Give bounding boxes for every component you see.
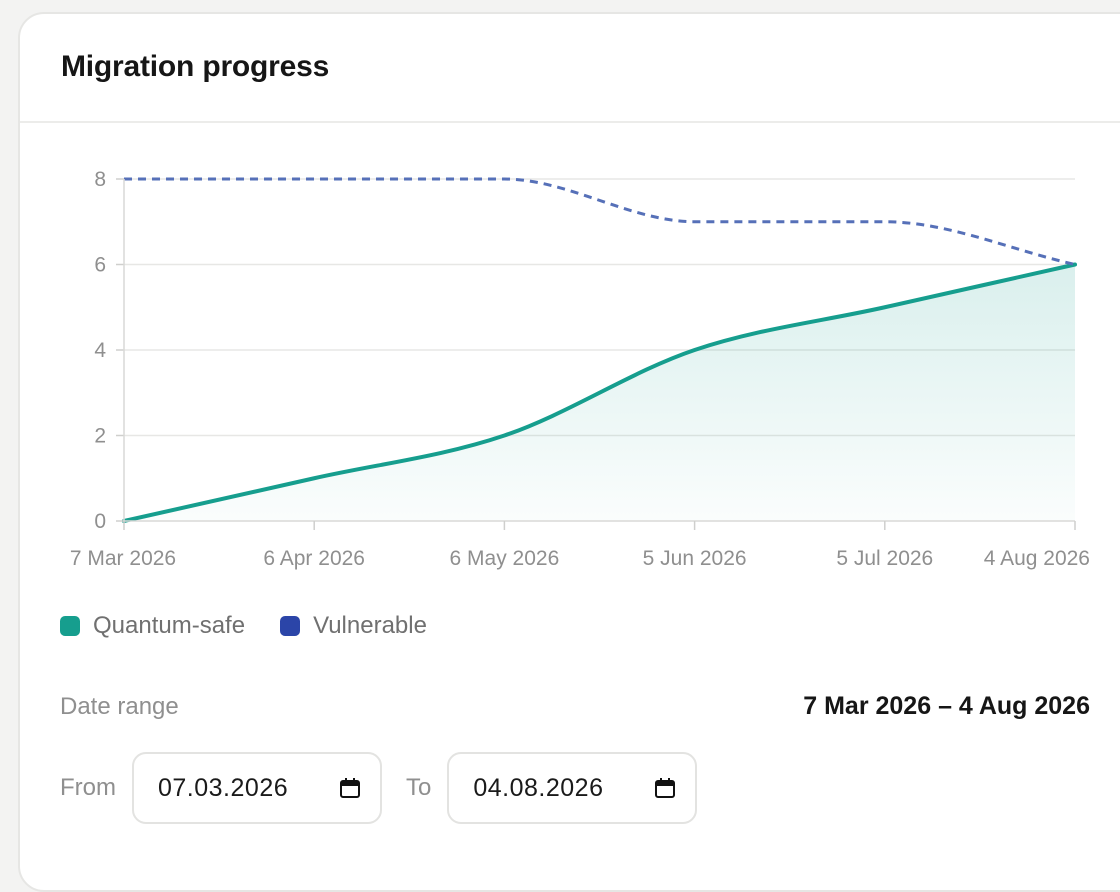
x-tick-label: 6 May 2026 [450,547,560,570]
to-label: To [406,774,431,802]
calendar-icon[interactable] [338,776,362,800]
legend-swatch-vulnerable [280,616,300,636]
calendar-icon[interactable] [653,776,677,800]
x-tick-label: 7 Mar 2026 [70,547,176,570]
date-range-value: 7 Mar 2026 – 4 Aug 2026 [803,692,1090,721]
legend-item-vulnerable[interactable]: Vulnerable [280,612,427,640]
x-tick-label: 6 Apr 2026 [263,547,365,570]
legend-item-quantum-safe[interactable]: Quantum-safe [60,612,245,640]
to-date-input[interactable]: 04.08.2026 [447,752,697,824]
y-tick-label: 8 [94,168,106,191]
legend-label-quantum-safe: Quantum-safe [93,612,245,640]
from-label: From [60,774,116,802]
x-tick-label: 5 Jun 2026 [643,547,747,570]
series-line-vulnerable [124,179,1075,265]
x-tick-label: 4 Aug 2026 [984,547,1090,570]
legend-label-vulnerable: Vulnerable [313,612,427,640]
date-range-label: Date range [60,693,179,721]
y-tick-label: 0 [94,510,106,533]
migration-chart: 0 2 4 6 8 7 Mar 2026 6 Apr 2026 6 May 2026 5 Jun… [0,0,1120,600]
from-date-input[interactable]: 07.03.2026 [132,752,382,824]
to-date-value: 04.08.2026 [473,774,603,803]
legend-swatch-quantum-safe [60,616,80,636]
y-tick-label: 6 [94,254,106,277]
chart-legend: Quantum-safe Vulnerable [60,612,462,640]
date-range-row: Date range 7 Mar 2026 – 4 Aug 2026 [60,692,1090,721]
x-tick-label: 5 Jul 2026 [836,547,933,570]
y-tick-label: 2 [94,425,106,448]
y-tick-label: 4 [94,339,106,362]
date-inputs-row: From 07.03.2026 To 04.08.2026 [60,752,721,824]
from-date-value: 07.03.2026 [158,774,288,803]
